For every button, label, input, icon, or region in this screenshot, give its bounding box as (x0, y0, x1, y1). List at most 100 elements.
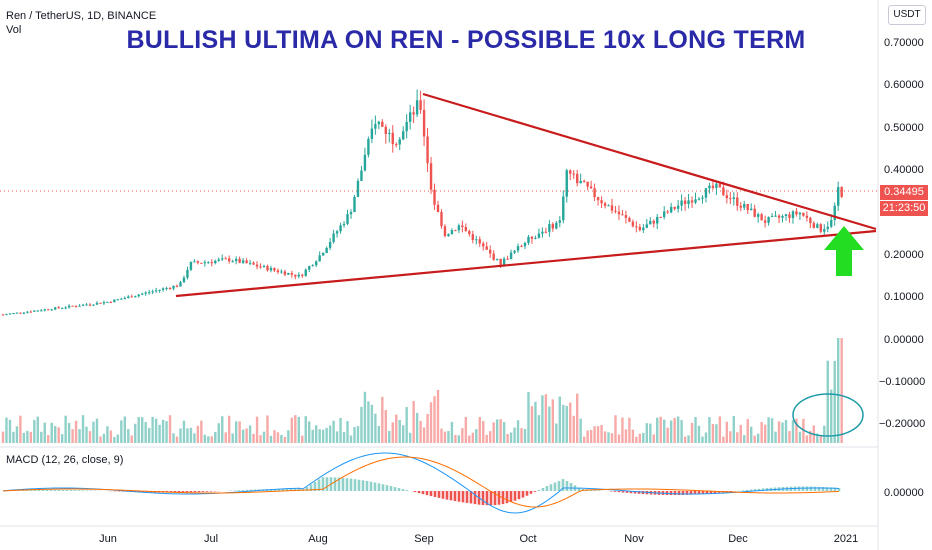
volume-bar (562, 404, 565, 443)
macd-histogram-bar (497, 491, 501, 505)
candle-body (767, 217, 770, 223)
candle-body (106, 301, 109, 303)
candle-body (175, 285, 179, 287)
macd-histogram-bar (41, 489, 45, 491)
volume-bar (179, 428, 182, 443)
candle-body (763, 220, 767, 223)
macd-histogram-bar (21, 490, 25, 491)
candle-body (760, 214, 763, 221)
candle-body (43, 309, 46, 311)
volume-bar (443, 431, 447, 443)
candle-body (722, 187, 725, 196)
macd-histogram-bar (593, 489, 597, 491)
volume-bar (255, 416, 259, 443)
candle-body (113, 299, 116, 303)
macd-histogram-bar (729, 491, 733, 492)
volume-bar (193, 433, 196, 443)
currency-button[interactable]: USDT (888, 5, 926, 25)
candle-body (40, 310, 43, 312)
macd-histogram-bar (385, 485, 389, 491)
macd-histogram-bar (205, 491, 209, 492)
macd-histogram-bar (249, 489, 253, 491)
volume-bar (147, 427, 151, 443)
volume-bar (596, 426, 600, 443)
macd-histogram-bar (805, 486, 809, 491)
volume-bar (88, 431, 92, 443)
macd-histogram-bar (17, 490, 21, 491)
macd-histogram-bar (181, 491, 185, 493)
candle-body (708, 185, 711, 189)
candle-body (527, 236, 530, 244)
candle-body (725, 195, 729, 199)
macd-histogram-bar (193, 491, 197, 493)
macd-histogram-bar (309, 484, 313, 491)
macd-label[interactable]: MACD (12, 26, close, 9) (6, 454, 124, 466)
volume-bar (614, 415, 617, 443)
candle-body (489, 249, 492, 254)
macd-line (2, 452, 840, 514)
volume-bar (214, 431, 217, 443)
candle-body (600, 200, 603, 204)
candle-body (172, 285, 175, 289)
current-price-badge: 0.34495 (880, 185, 928, 200)
candle-body (137, 294, 140, 297)
macd-histogram-bar (757, 488, 761, 491)
candle-body (280, 271, 283, 273)
candle-body (809, 217, 812, 224)
candle-body (718, 183, 722, 188)
volume-bar (607, 432, 610, 443)
macd-histogram-bar (809, 486, 813, 491)
macd-histogram-bar (529, 491, 533, 494)
volume-bar (325, 427, 328, 443)
candle-body (478, 239, 481, 244)
candle-body (165, 288, 168, 290)
symbol-label[interactable]: Ren / TetherUS, 1D, BINANCE (6, 10, 157, 22)
candle-body (649, 220, 652, 225)
macd-histogram-bar (417, 491, 421, 494)
candle-body (81, 304, 85, 306)
candle-body (683, 200, 687, 204)
macd-histogram-bar (617, 491, 621, 493)
volume-bar (370, 404, 374, 443)
candle-body (29, 311, 33, 313)
volume-bar (663, 419, 666, 443)
macd-histogram-bar (533, 491, 537, 492)
candle-body (788, 214, 791, 218)
volume-bar (301, 435, 304, 443)
volume-bar (495, 419, 499, 443)
volume-bar (85, 426, 88, 443)
volume-bar (92, 421, 95, 443)
candle-body (603, 203, 607, 206)
volume-bar (95, 418, 99, 443)
macd-histogram-bar (365, 481, 369, 491)
candle-body (151, 291, 154, 293)
macd-histogram-bar (469, 491, 473, 504)
volume-bar (123, 416, 126, 443)
candle-body (290, 273, 294, 275)
candle-body (610, 205, 614, 211)
macd-histogram-bar (81, 490, 85, 491)
volume-bar (471, 432, 474, 443)
macd-histogram-bar (473, 491, 477, 505)
volume-bar (429, 402, 433, 443)
candle-body (555, 222, 558, 229)
candle-body (791, 211, 795, 218)
candle-body (593, 188, 596, 198)
volume-bar (47, 435, 50, 443)
volume-bar (304, 416, 307, 443)
macd-histogram-bar (669, 491, 673, 496)
volume-bar (840, 338, 843, 443)
candle-body (663, 211, 666, 218)
volume-bar (422, 427, 426, 443)
volume-bar (116, 434, 120, 443)
candle-body (795, 211, 798, 215)
support-trendline[interactable] (175, 229, 877, 298)
volume-bar (144, 422, 147, 443)
volume-label[interactable]: Vol (6, 24, 22, 36)
volume-bar (154, 418, 158, 443)
volume-bar (628, 417, 631, 443)
resistance-trendline[interactable] (422, 92, 877, 231)
candle-body (54, 307, 57, 310)
candle-body (203, 262, 207, 264)
